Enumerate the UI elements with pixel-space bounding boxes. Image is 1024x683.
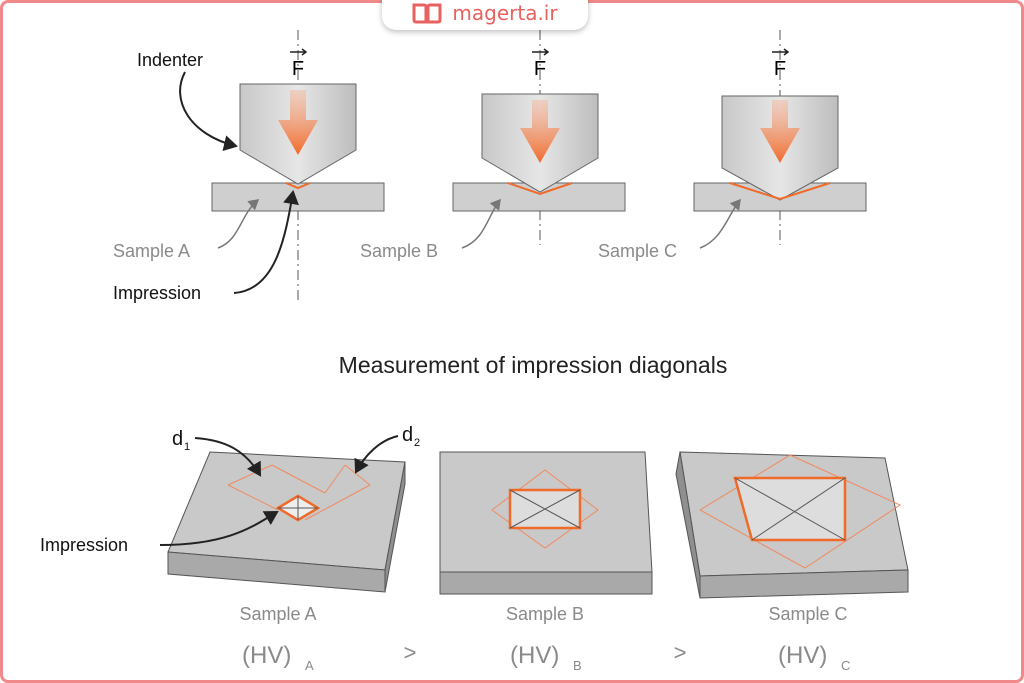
hv-b-subscript: B <box>573 658 582 673</box>
indenter-setup-a <box>211 30 385 300</box>
indenter-callout <box>179 71 238 151</box>
section-title: Measurement of impression diagonals <box>339 352 728 378</box>
impression-callout <box>233 190 299 294</box>
indenter-setup-b <box>452 30 626 245</box>
bottom-impression-label: Impression <box>40 535 128 555</box>
impression-mark <box>285 182 311 190</box>
sample-b-label: Sample B <box>360 241 438 261</box>
watermark-text: magerta.ir <box>452 1 558 25</box>
sample-block-c <box>675 451 909 599</box>
d2-callout <box>354 435 399 474</box>
bottom-sample-a-label: Sample A <box>239 604 316 624</box>
d1-label: d <box>172 428 183 450</box>
hv-a: (HV) <box>242 642 291 669</box>
bottom-sample-b-label: Sample B <box>506 604 584 624</box>
force-labels: F F F <box>290 48 790 80</box>
hv-a-subscript: A <box>305 658 314 673</box>
hv-c-subscript: C <box>841 658 850 673</box>
hardness-comparison: (HV) A > (HV) B > (HV) C <box>242 640 850 673</box>
hv-b: (HV) <box>510 642 559 669</box>
impression-label: Impression <box>113 283 201 303</box>
sample-a-label: Sample A <box>113 241 190 261</box>
force-label-c: F <box>774 58 786 80</box>
greater-than-2: > <box>674 640 687 665</box>
d2-label: d <box>402 424 413 446</box>
bottom-sample-c-label: Sample C <box>768 604 847 624</box>
vector-arrow-icon <box>290 48 308 56</box>
open-book-icon <box>412 3 442 24</box>
sample-block-a <box>167 451 406 593</box>
vector-arrow-icon <box>532 48 550 56</box>
sample-c-label: Sample C <box>598 241 677 261</box>
force-label-b: F <box>534 58 546 80</box>
force-arrow <box>278 90 318 155</box>
force-label-a: F <box>292 58 304 80</box>
sample-block-b <box>439 451 653 595</box>
bottom-impression-callout <box>159 510 279 546</box>
vector-arrow-icon <box>772 48 790 56</box>
greater-than-1: > <box>404 640 417 665</box>
d2-subscript: 2 <box>414 437 420 449</box>
d1-callout <box>194 437 262 477</box>
indenter-setup-c <box>693 30 867 245</box>
hv-c: (HV) <box>778 642 827 669</box>
d1-subscript: 1 <box>184 441 190 453</box>
watermark-badge: magerta.ir <box>382 0 588 30</box>
indenter-label: Indenter <box>137 50 203 70</box>
